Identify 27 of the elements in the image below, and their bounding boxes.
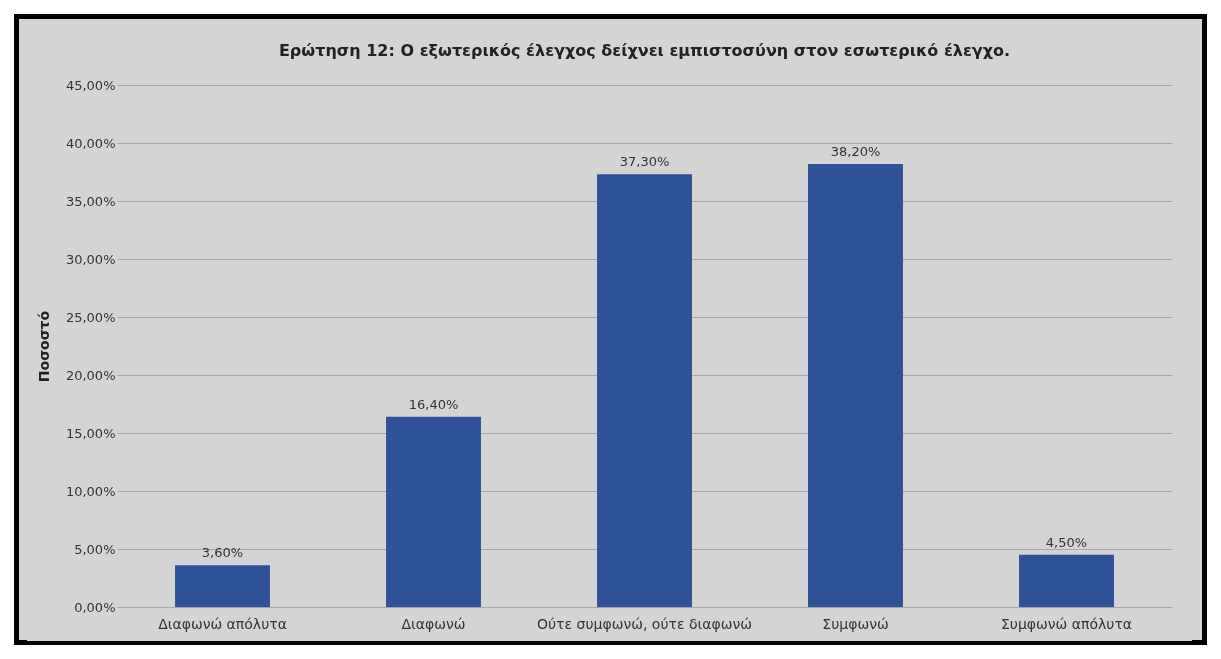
x-tick-label: Συμφωνώ απόλυτα bbox=[1000, 615, 1133, 632]
data-label: 3,60% bbox=[201, 545, 244, 561]
y-tick-label: 15,00% bbox=[65, 425, 116, 441]
bar bbox=[386, 416, 481, 607]
data-label: 4,50% bbox=[1045, 534, 1088, 550]
data-label: 37,30% bbox=[619, 154, 670, 170]
bar bbox=[597, 174, 692, 607]
y-tick-label: 40,00% bbox=[65, 135, 116, 151]
y-tick-label: 0,00% bbox=[74, 599, 116, 615]
x-tick-label: Ούτε συμφωνώ, ούτε διαφωνώ bbox=[537, 615, 752, 632]
y-tick-label: 35,00% bbox=[65, 193, 116, 209]
bar bbox=[1019, 554, 1114, 607]
data-label: 16,40% bbox=[408, 396, 459, 412]
bar bbox=[175, 565, 270, 607]
chart-title: Ερώτηση 12: Ο εξωτερικός έλεγχος δείχνει εμπιστοσύνη στον εσωτερικό έλεγχο. bbox=[278, 41, 1011, 60]
y-tick-label: 10,00% bbox=[65, 483, 116, 499]
y-tick-label: 5,00% bbox=[74, 541, 116, 557]
x-tick-label: Διαφωνώ απόλυτα bbox=[158, 615, 287, 632]
y-tick-label: 45,00% bbox=[65, 77, 116, 93]
x-tick-label: Διαφωνώ bbox=[401, 615, 466, 632]
y-axis-title: Ποσοστό bbox=[35, 310, 52, 383]
y-tick-label: 30,00% bbox=[65, 251, 116, 267]
y-tick-label: 20,00% bbox=[65, 367, 116, 383]
bar bbox=[808, 163, 903, 607]
y-tick-label: 25,00% bbox=[65, 309, 116, 325]
data-label: 38,20% bbox=[830, 143, 881, 159]
x-tick-label: Συμφωνώ bbox=[822, 615, 889, 632]
